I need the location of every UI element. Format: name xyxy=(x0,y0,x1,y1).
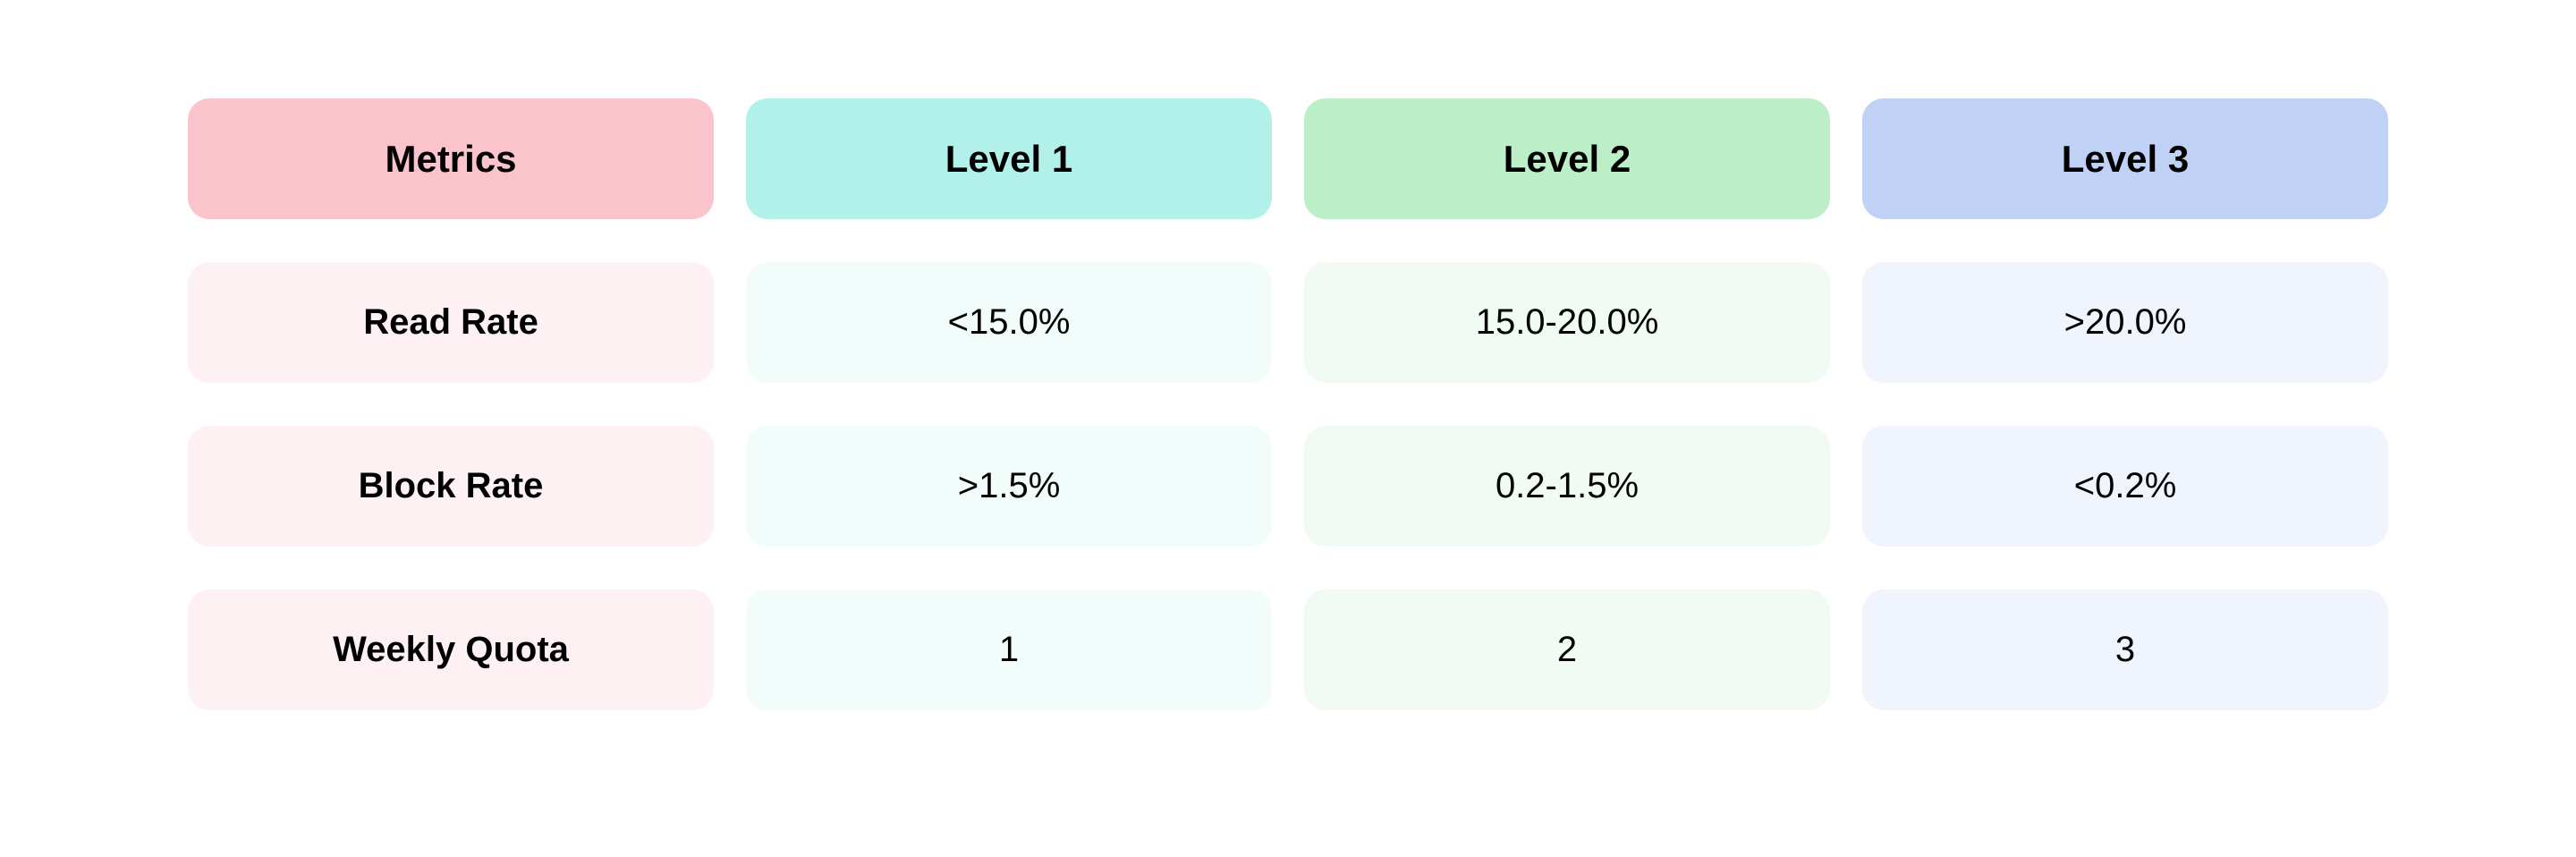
cell-read-rate-level-1: <15.0% xyxy=(746,262,1272,383)
cell-weekly-quota-level-2: 2 xyxy=(1304,590,1830,710)
row-label-block-rate: Block Rate xyxy=(188,426,714,547)
cell-block-rate-level-1: >1.5% xyxy=(746,426,1272,547)
metrics-levels-table: Metrics Level 1 Level 2 Level 3 Read Rat… xyxy=(0,0,2576,710)
cell-weekly-quota-level-3: 3 xyxy=(1862,590,2388,710)
cell-weekly-quota-level-1: 1 xyxy=(746,590,1272,710)
row-label-read-rate: Read Rate xyxy=(188,262,714,383)
header-level-3: Level 3 xyxy=(1862,98,2388,219)
header-level-2: Level 2 xyxy=(1304,98,1830,219)
header-metrics: Metrics xyxy=(188,98,714,219)
table-grid: Metrics Level 1 Level 2 Level 3 Read Rat… xyxy=(188,98,2388,710)
header-level-1: Level 1 xyxy=(746,98,1272,219)
cell-block-rate-level-2: 0.2-1.5% xyxy=(1304,426,1830,547)
cell-read-rate-level-2: 15.0-20.0% xyxy=(1304,262,1830,383)
cell-read-rate-level-3: >20.0% xyxy=(1862,262,2388,383)
cell-block-rate-level-3: <0.2% xyxy=(1862,426,2388,547)
row-label-weekly-quota: Weekly Quota xyxy=(188,590,714,710)
